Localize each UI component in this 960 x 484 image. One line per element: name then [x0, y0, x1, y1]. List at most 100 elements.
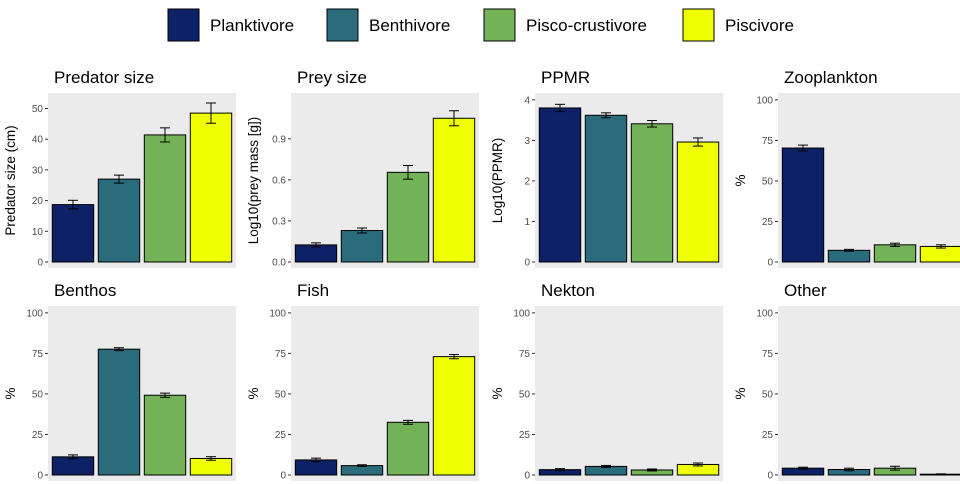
y-tick-label: 10 — [32, 227, 44, 238]
error-bar — [449, 354, 459, 360]
y-axis-label: Log10(prey mass [g]) — [246, 117, 261, 245]
error-bar — [206, 456, 216, 461]
error-bar — [693, 137, 703, 147]
y-tick-label: 50 — [762, 176, 774, 187]
panel-predator-size: Predator size Predator size (cm) 0 10 20 30 40… — [3, 68, 236, 269]
y-tick-label: 0 — [524, 258, 530, 269]
legend-label-pisco-crustivore: Pisco-crustivore — [526, 16, 647, 35]
bar-planktivore — [781, 147, 825, 263]
panel-title: Nekton — [541, 281, 595, 300]
y-tick-label: 25 — [519, 430, 531, 441]
y-tick-label: 75 — [519, 349, 531, 360]
panel-title: Predator size — [54, 68, 154, 87]
bar-piscivore — [919, 245, 960, 263]
error-bar — [311, 457, 321, 463]
bar-planktivore — [538, 107, 582, 263]
y-tick-label: 50 — [519, 389, 531, 400]
bar-planktivore — [51, 204, 95, 263]
panel-other: Other% 0 25 50 75 100 — [733, 281, 960, 482]
panel-title: Fish — [297, 281, 329, 300]
y-tick-label: 50 — [32, 389, 44, 400]
y-axis-label: Log10(PPMR) — [490, 138, 505, 224]
bar-piscivore — [676, 141, 720, 263]
y-tick-label: 50 — [32, 104, 44, 115]
error-bar — [890, 465, 900, 471]
error-bar — [555, 468, 565, 472]
y-axis-label: Predator size (cm) — [3, 125, 18, 235]
error-bar — [160, 127, 170, 143]
y-tick-label: 75 — [762, 136, 774, 147]
y-axis-label: % — [490, 387, 505, 399]
panel-title: Prey size — [297, 68, 367, 87]
error-bar — [68, 454, 78, 460]
error-bar — [68, 199, 78, 210]
error-bar — [206, 102, 216, 124]
y-tick-label: 0.0 — [272, 258, 286, 269]
legend: Planktivore Benthivore Pisco-crustivore Pis… — [167, 8, 794, 42]
bar-piscivore — [189, 457, 233, 476]
error-bar — [844, 467, 854, 472]
y-tick-label: 0.6 — [272, 175, 286, 186]
panel-background — [48, 306, 236, 481]
error-bar — [844, 248, 854, 252]
panel-title: Other — [784, 281, 827, 300]
y-tick-label: 100 — [756, 308, 773, 319]
legend-key-piscivore — [682, 8, 715, 42]
error-bar — [890, 242, 900, 247]
bar-benthivore — [827, 249, 871, 263]
y-tick-label: 40 — [32, 135, 44, 146]
legend-key-planktivore — [167, 8, 200, 42]
y-tick-label: 50 — [762, 389, 774, 400]
error-bar — [601, 112, 611, 119]
y-tick-label: 25 — [32, 430, 44, 441]
bar-benthivore — [584, 114, 628, 263]
bar-benthivore — [97, 348, 141, 476]
bar-pisco-crustivore — [873, 244, 917, 263]
panel-ppmr: PPMR Log10(PPMR) 0 1 2 3 4 — [490, 68, 723, 269]
y-tick-label: 25 — [275, 430, 287, 441]
error-bar — [555, 103, 565, 113]
y-tick-label: 0 — [767, 471, 773, 482]
bar-pisco-crustivore — [143, 134, 187, 263]
error-bar — [449, 110, 459, 127]
y-tick-label: 100 — [26, 308, 43, 319]
error-bar — [936, 244, 946, 249]
bar-pisco-crustivore — [143, 394, 187, 476]
error-bar — [936, 473, 946, 476]
panel-zooplankton: Zooplankton% 0 25 50 75 100 — [733, 68, 960, 269]
y-tick-label: 100 — [756, 95, 773, 106]
error-bar — [403, 164, 413, 180]
y-tick-label: 100 — [269, 308, 286, 319]
y-tick-label: 0 — [767, 258, 773, 269]
error-bar — [114, 347, 124, 352]
error-bar — [403, 419, 413, 425]
y-axis-label: % — [733, 387, 748, 399]
bar-benthivore — [340, 465, 384, 476]
bar-planktivore — [51, 456, 95, 476]
error-bar — [647, 468, 657, 472]
bar-benthivore — [340, 230, 384, 263]
error-bar — [160, 392, 170, 398]
panel-benthos: Benthos% 0 25 50 75 100 — [3, 281, 236, 482]
legend-label-piscivore: Piscivore — [725, 16, 794, 35]
error-bar — [114, 174, 124, 184]
y-tick-label: 50 — [275, 389, 287, 400]
bar-piscivore — [432, 117, 476, 263]
panel-background — [778, 306, 960, 481]
panel-fish: Fish% 0 25 50 75 100 — [246, 281, 479, 482]
y-tick-label: 0.9 — [272, 134, 286, 145]
y-tick-label: 0 — [280, 471, 286, 482]
y-tick-label: 2 — [524, 176, 530, 187]
error-bar — [693, 462, 703, 467]
panel-title: Zooplankton — [784, 68, 878, 87]
y-tick-label: 25 — [762, 430, 774, 441]
y-tick-label: 75 — [762, 349, 774, 360]
error-bar — [357, 227, 367, 234]
panel-background — [535, 306, 723, 481]
y-tick-label: 1 — [524, 217, 530, 228]
error-bar — [601, 464, 611, 468]
y-tick-label: 0 — [524, 471, 530, 482]
y-tick-label: 0 — [37, 471, 43, 482]
y-tick-label: 75 — [275, 349, 287, 360]
